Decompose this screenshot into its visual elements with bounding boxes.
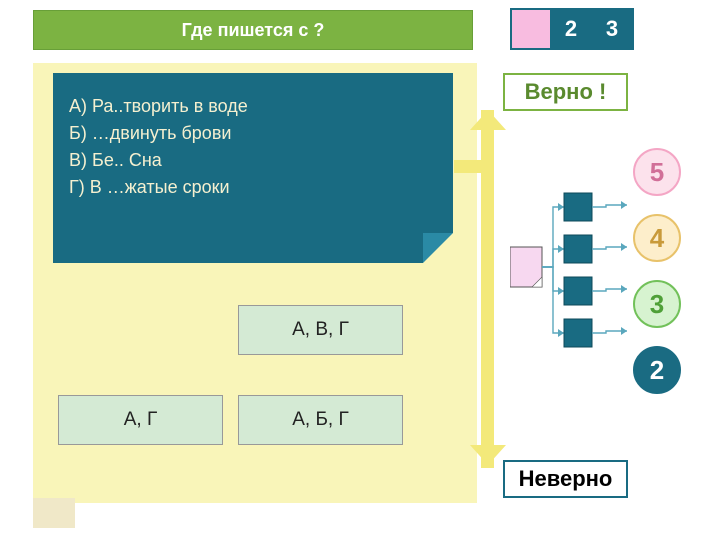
feedback-correct: Верно ! [503,73,628,111]
score-3[interactable]: 3 [633,280,681,328]
answer-label: А, Г [124,409,158,431]
progress-box-3[interactable]: 3 [592,10,632,48]
question-line: А) Ра..творить в воде [69,93,437,120]
score-2[interactable]: 2 [633,346,681,394]
feedback-wrong: Неверно [503,460,628,498]
arrow-down-icon [470,445,506,465]
progress-box-2[interactable]: 2 [552,10,592,48]
connector-vertical [481,110,494,468]
answer-label: А, Б, Г [292,409,349,431]
question-line: В) Бе.. Сна [69,147,437,174]
progress-box-1[interactable] [512,10,552,48]
answer-option-right[interactable]: А, Б, Г [238,395,403,445]
question-card: А) Ра..творить в воде Б) …двинуть брови … [53,73,453,263]
score-4[interactable]: 4 [633,214,681,262]
question-line: Г) В …жатые сроки [69,174,437,201]
progress-boxes: 2 3 [510,8,634,50]
answer-option-left[interactable]: А, Г [58,395,223,445]
header-text: Где пишется с ? [182,20,325,41]
score-column: 5 4 3 2 [633,148,681,394]
score-5[interactable]: 5 [633,148,681,196]
question-line: Б) …двинуть брови [69,120,437,147]
arrow-up-icon [470,110,506,130]
answer-option-top[interactable]: А, В, Г [238,305,403,355]
header-title: Где пишется с ? [33,10,473,50]
tree-diagram [510,175,640,375]
decorative-square [33,498,75,528]
answer-label: А, В, Г [292,319,349,341]
page-fold-icon [423,233,453,263]
